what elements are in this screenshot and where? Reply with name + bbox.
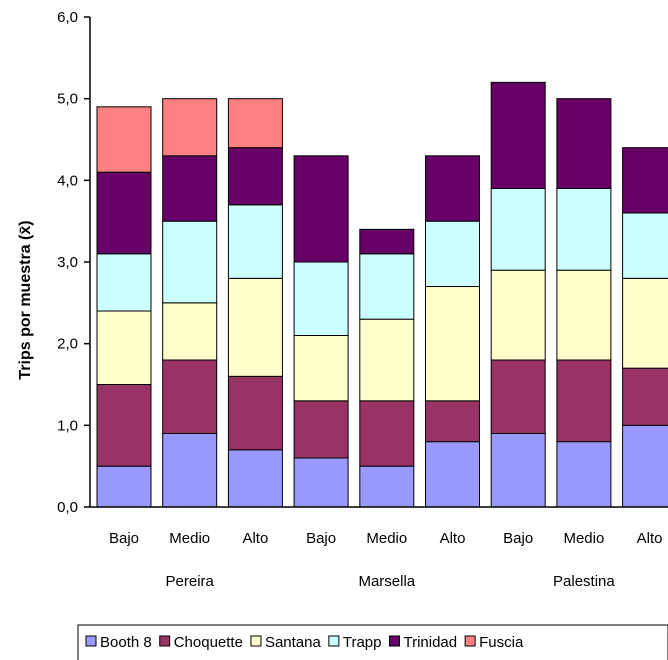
bar-segment-trapp (96, 253, 152, 312)
legend-label: Santana (265, 634, 322, 651)
bar-segment-choquette (425, 400, 480, 443)
y-tick-label: 2,0 (57, 336, 78, 353)
bar-segment-booth-8 (622, 424, 668, 508)
bar-segment-fuscia (162, 98, 218, 157)
bar-segment-choquette (96, 384, 152, 467)
legend-swatch (159, 635, 171, 647)
x-tick-label: Alto (242, 530, 268, 547)
legend-label: Trinidad (403, 634, 457, 651)
bar-segment-trapp (556, 188, 612, 271)
y-tick-label: 1,0 (57, 417, 78, 434)
y-tick-label: 5,0 (57, 91, 78, 108)
bar-segment-choquette (622, 367, 668, 426)
bar-segment-santana (425, 286, 480, 402)
y-axis-ticks: 0,0 1,0 2,0 3,0 4,0 5,0 6,0 (57, 9, 90, 516)
x-tick-label: Alto (637, 530, 663, 547)
legend: Booth 8 Choquette Santana Trapp Trinidad Fusc… (77, 624, 668, 660)
bar-segment-booth-8 (162, 433, 218, 508)
bar-segment-santana (96, 310, 152, 385)
legend-label: Trapp (343, 634, 382, 651)
bar-segment-santana (293, 335, 349, 402)
x-tick-label: Medio (169, 530, 210, 547)
bar-segment-trapp (622, 212, 668, 279)
bar-segment-choquette (359, 400, 415, 467)
x-tick-label: Medio (563, 530, 604, 547)
bar-segment-santana (490, 269, 546, 361)
bar-segment-trinidad (96, 171, 152, 255)
bar-segment-booth-8 (425, 441, 480, 508)
bar-segment-trinidad (556, 98, 612, 189)
bar-segment-booth-8 (359, 465, 415, 508)
bar-segment-trapp (293, 261, 349, 336)
bar-segment-trapp (490, 188, 546, 271)
group-label: Pereira (166, 573, 215, 590)
y-axis-label: Trips por muestra (x̄) (17, 220, 34, 379)
bar-segment-choquette (556, 359, 612, 443)
bar-stacks (96, 81, 668, 508)
legend-label: Booth 8 (100, 634, 152, 651)
bar-segment-trinidad (162, 155, 218, 222)
bar-segment-santana (227, 277, 283, 377)
group-label: Marsella (358, 573, 415, 590)
bar-segment-choquette (227, 375, 283, 451)
y-tick-label: 0,0 (57, 499, 78, 516)
legend-swatch (85, 635, 97, 647)
bar-segment-booth-8 (490, 433, 546, 508)
x-tick-label: Medio (366, 530, 407, 547)
legend-swatch (464, 635, 476, 647)
legend-label: Choquette (174, 634, 243, 651)
legend-item: Trinidad (388, 634, 457, 651)
bar-segment-booth-8 (556, 441, 612, 508)
bar-segment-trinidad (490, 81, 546, 189)
bar-segment-santana (556, 269, 612, 361)
x-axis-category-labels: Bajo Medio Alto Bajo Medio Alto Bajo Medio Alto (109, 530, 663, 547)
x-axis-group-labels: Pereira Marsella Palestina (166, 573, 616, 590)
x-tick-label: Bajo (503, 530, 533, 547)
legend-swatch (328, 635, 340, 647)
bar-segment-trapp (227, 204, 283, 279)
bar-segment-choquette (293, 400, 349, 459)
bar-segment-booth-8 (227, 449, 283, 508)
bar-segment-trinidad (293, 155, 349, 263)
legend-item: Santana (250, 634, 322, 651)
x-tick-label: Bajo (306, 530, 336, 547)
legend-item: Trapp (328, 634, 382, 651)
bar-segment-trapp (359, 253, 415, 320)
legend-frame (77, 624, 668, 660)
x-tick-label: Bajo (109, 530, 139, 547)
bar-segment-choquette (162, 359, 218, 434)
bar-segment-booth-8 (96, 465, 152, 508)
bar-segment-trinidad (227, 147, 283, 206)
bar-segment-trinidad (622, 147, 668, 214)
bar-segment-santana (622, 277, 668, 369)
legend-item: Booth 8 (85, 634, 152, 651)
bar-segment-fuscia (227, 98, 283, 149)
y-tick-label: 4,0 (57, 172, 78, 189)
bar-segment-trinidad (359, 228, 415, 255)
group-label: Palestina (553, 573, 615, 590)
bar-segment-fuscia (96, 106, 152, 173)
bar-segment-santana (359, 318, 415, 402)
bar-segment-choquette (490, 359, 546, 434)
bar-segment-booth-8 (293, 457, 349, 508)
y-tick-label: 6,0 (57, 9, 78, 26)
bar-segment-santana (162, 302, 218, 361)
bar-segment-trinidad (425, 155, 480, 222)
legend-item: Fuscia (464, 634, 524, 651)
bar-segment-trapp (162, 220, 218, 304)
bar-segment-trapp (425, 220, 480, 288)
legend-swatch (388, 635, 400, 647)
legend-item: Choquette (159, 634, 243, 651)
legend-swatch (250, 635, 262, 647)
legend-label: Fuscia (479, 634, 524, 651)
x-tick-label: Alto (440, 530, 466, 547)
y-tick-label: 3,0 (57, 254, 78, 271)
